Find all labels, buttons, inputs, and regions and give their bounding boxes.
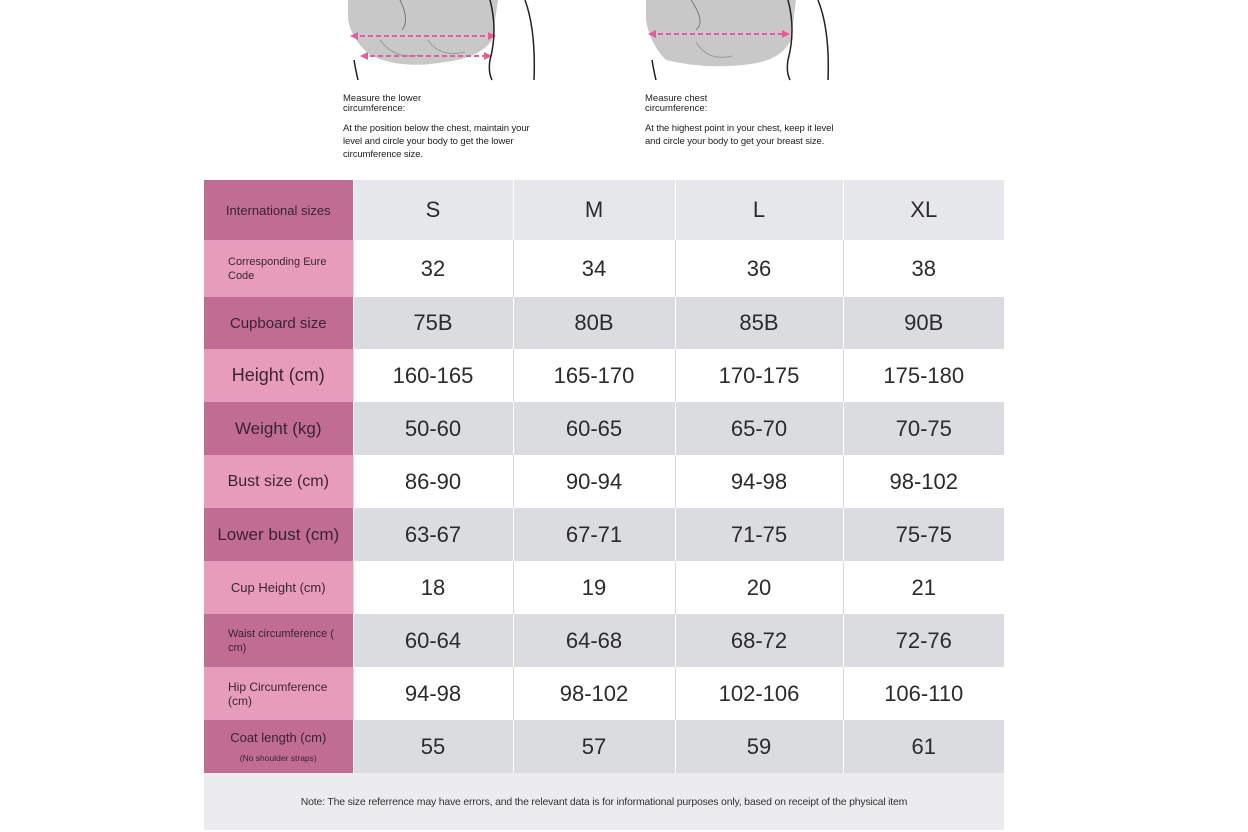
lower-circumference-illustration (340, 0, 550, 90)
table-row: International sizes S M L XL (204, 180, 1004, 240)
row-label: Lower bust (cm) (204, 508, 353, 561)
table-cell: 36 (674, 240, 843, 297)
note-row: Note: The size referrence may have error… (204, 773, 1004, 830)
row-label: Weight (kg) (204, 402, 353, 455)
lower-circumference-instructions: Measure the lower circumference: At the … (343, 94, 543, 161)
table-cell: 71-75 (674, 508, 843, 561)
table-cell: 102-106 (674, 667, 843, 720)
table-row: Hip Circumference (cm) 94-98 98-102 102-… (204, 667, 1004, 720)
instruction-title: Measure the lower circumference: (343, 93, 422, 114)
table-cell: 38 (842, 240, 1004, 297)
row-label: Corresponding Eure Code (204, 240, 353, 297)
table-cell: 86-90 (352, 455, 513, 508)
table-cell: 60-65 (512, 402, 675, 455)
table-cell: 32 (352, 240, 513, 297)
table-cell: 20 (674, 561, 843, 614)
table-cell: 60-64 (352, 614, 513, 667)
table-cell: 75B (352, 297, 513, 349)
table-cell: 94-98 (674, 455, 843, 508)
table-cell: 59 (674, 720, 843, 773)
table-cell: 64-68 (512, 614, 675, 667)
instruction-body: At the position below the chest, maintai… (343, 123, 530, 160)
table-cell: 63-67 (352, 508, 513, 561)
table-cell: S (352, 180, 513, 240)
table-row: Coat length (cm) (No shoulder straps) 55… (204, 720, 1004, 773)
chest-circumference-illustration (636, 0, 846, 90)
row-label: Cup Height (cm) (204, 561, 353, 614)
size-chart-table: International sizes S M L XL Correspondi… (204, 180, 1004, 830)
row-label: International sizes (204, 180, 353, 240)
row-label: Cupboard size (204, 297, 353, 349)
table-cell: 80B (512, 297, 675, 349)
table-cell: M (512, 180, 675, 240)
table-cell: 55 (352, 720, 513, 773)
table-cell: 21 (842, 561, 1004, 614)
table-cell: XL (842, 180, 1004, 240)
table-cell: 106-110 (842, 667, 1004, 720)
row-sublabel: (No shoulder straps) (239, 753, 317, 763)
table-cell: 170-175 (674, 349, 843, 402)
table-cell: 50-60 (352, 402, 513, 455)
table-cell: 72-76 (842, 614, 1004, 667)
row-label: Hip Circumference (cm) (204, 667, 353, 720)
table-cell: 61 (842, 720, 1004, 773)
instruction-body: At the highest point in your chest, keep… (645, 123, 834, 147)
table-row: Weight (kg) 50-60 60-65 65-70 70-75 (204, 402, 1004, 455)
table-cell: 90-94 (512, 455, 675, 508)
table-row: Corresponding Eure Code 32 34 36 38 (204, 240, 1004, 297)
table-row: Cup Height (cm) 18 19 20 21 (204, 561, 1004, 614)
table-cell: 57 (512, 720, 675, 773)
table-cell: 94-98 (352, 667, 513, 720)
table-cell: 34 (512, 240, 675, 297)
table-row: Cupboard size 75B 80B 85B 90B (204, 297, 1004, 349)
table-cell: 90B (842, 297, 1004, 349)
row-label: Coat length (cm) (No shoulder straps) (204, 720, 353, 773)
table-row: Waist circumference ( cm) 60-64 64-68 68… (204, 614, 1004, 667)
table-cell: 98-102 (512, 667, 675, 720)
table-cell: 68-72 (674, 614, 843, 667)
chest-circumference-instructions: Measure chest circumference: At the high… (645, 94, 845, 148)
row-label: Height (cm) (204, 349, 353, 402)
table-cell: 160-165 (352, 349, 513, 402)
table-cell: 165-170 (512, 349, 675, 402)
table-cell: 65-70 (674, 402, 843, 455)
table-cell: 75-75 (842, 508, 1004, 561)
table-cell: 175-180 (842, 349, 1004, 402)
row-label-text: Coat length (cm) (230, 730, 327, 745)
table-cell: 70-75 (842, 402, 1004, 455)
table-row: Height (cm) 160-165 165-170 170-175 175-… (204, 349, 1004, 402)
row-label: Waist circumference ( cm) (204, 614, 353, 667)
instruction-title: Measure chest circumference: (645, 93, 708, 114)
table-cell: 19 (512, 561, 675, 614)
table-cell: 18 (352, 561, 513, 614)
size-note: Note: The size referrence may have error… (204, 773, 1004, 830)
table-cell: 67-71 (512, 508, 675, 561)
table-row: Bust size (cm) 86-90 90-94 94-98 98-102 (204, 455, 1004, 508)
table-cell: 98-102 (842, 455, 1004, 508)
table-row: Lower bust (cm) 63-67 67-71 71-75 75-75 (204, 508, 1004, 561)
table-cell: L (674, 180, 843, 240)
table-cell: 85B (674, 297, 843, 349)
row-label: Bust size (cm) (204, 455, 353, 508)
